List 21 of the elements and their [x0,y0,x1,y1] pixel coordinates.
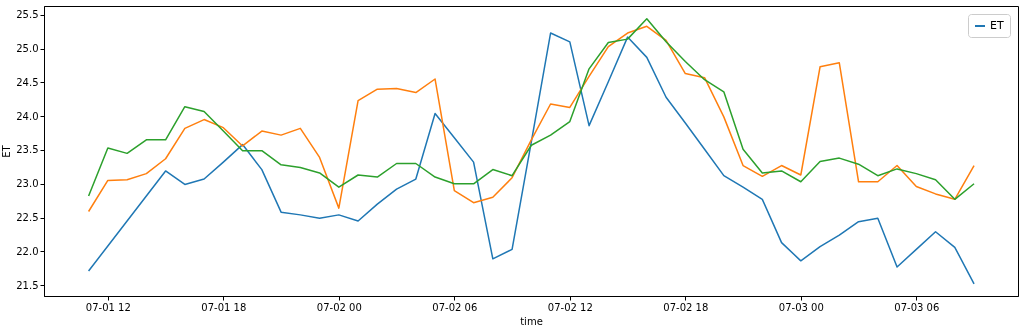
x-axis-title: time [520,315,543,327]
x-tick-label: 07-03 06 [894,301,940,313]
line-series [87,32,975,285]
y-tick-label: 22.5 [16,212,39,224]
x-tick-label: 07-02 18 [663,301,709,313]
y-tick-label: 24.0 [16,110,39,122]
y-tick-label: 23.0 [16,178,39,190]
y-tick-label: 25.0 [16,43,39,55]
y-tick-label: 22.0 [16,245,39,257]
y-tick-label: 24.5 [16,76,39,88]
y-tick-label: 23.5 [16,144,39,156]
x-tick-label: 07-01 12 [85,301,131,313]
y-axis-title: ET [1,144,13,158]
x-tick-label: 07-02 00 [316,301,362,313]
x-tick-label: 07-02 12 [547,301,593,313]
x-tick-label: 07-02 06 [432,301,478,313]
y-tick-label: 25.5 [16,9,39,21]
y-tick-label: 21.5 [16,279,39,291]
x-tick-label: 07-01 18 [201,301,247,313]
legend-label: ET [990,19,1004,32]
x-tick-label: 07-03 00 [778,301,824,313]
